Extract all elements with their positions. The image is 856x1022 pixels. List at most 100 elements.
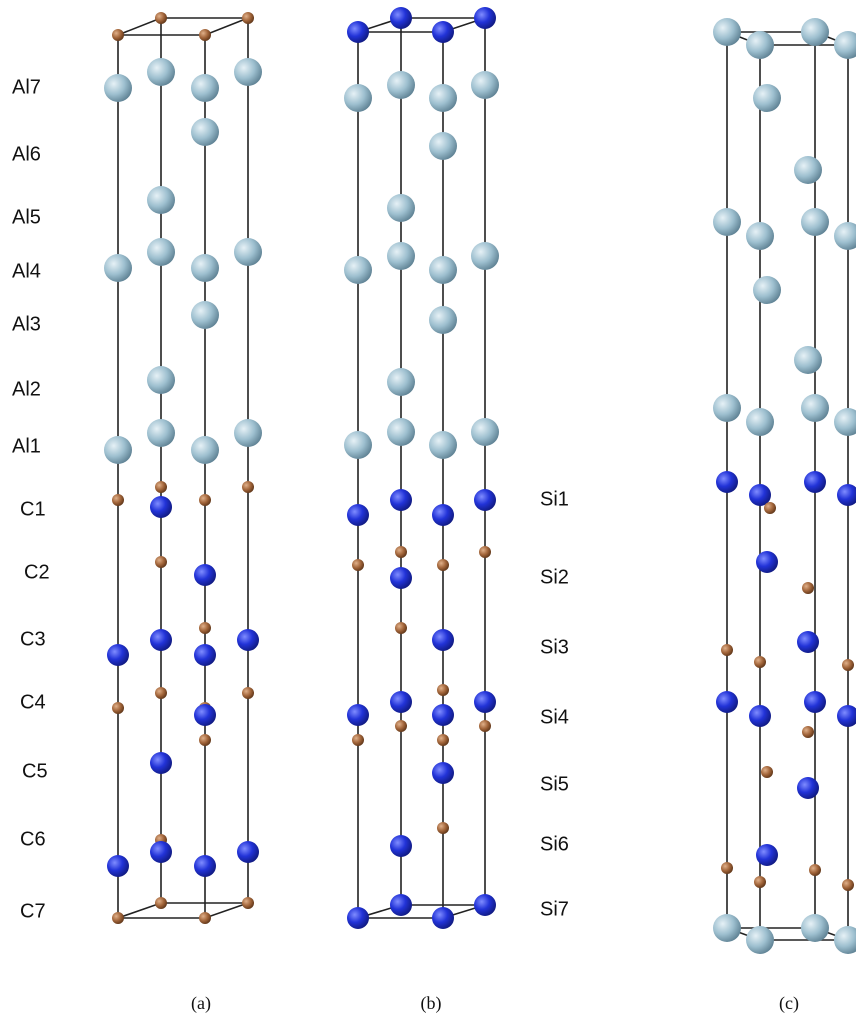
atom bbox=[147, 238, 175, 266]
atom bbox=[756, 551, 778, 573]
atom bbox=[437, 822, 449, 834]
page: {"panels": [ {"caption": "(a)", "labels"… bbox=[0, 0, 856, 1022]
atom bbox=[155, 12, 167, 24]
atom bbox=[479, 720, 491, 732]
atom bbox=[234, 58, 262, 86]
atom bbox=[746, 926, 774, 954]
atom bbox=[387, 194, 415, 222]
layer-label: Al1 bbox=[12, 435, 41, 457]
atom bbox=[474, 489, 496, 511]
atom bbox=[107, 855, 129, 877]
atom bbox=[242, 481, 254, 493]
atom bbox=[837, 705, 856, 727]
atom bbox=[234, 419, 262, 447]
atom bbox=[390, 835, 412, 857]
atom bbox=[429, 431, 457, 459]
layer-label: C3 bbox=[20, 628, 46, 650]
atom bbox=[474, 691, 496, 713]
figure: Al7Al6Al5Al4Al3Al2Al1C1C2C3C4C5C6C7Si1Si… bbox=[0, 0, 856, 1022]
atom bbox=[150, 752, 172, 774]
atom bbox=[194, 564, 216, 586]
atom bbox=[834, 926, 856, 954]
atom bbox=[756, 844, 778, 866]
atom bbox=[155, 687, 167, 699]
atom bbox=[429, 132, 457, 160]
panel-caption: (b) bbox=[421, 993, 442, 1014]
atom bbox=[802, 582, 814, 594]
layer-label: Si6 bbox=[540, 833, 569, 855]
atom bbox=[242, 897, 254, 909]
atom bbox=[194, 704, 216, 726]
atom bbox=[837, 484, 856, 506]
layer-label: C4 bbox=[20, 691, 46, 713]
atom bbox=[147, 186, 175, 214]
panel-caption: (a) bbox=[191, 993, 211, 1014]
atom bbox=[191, 301, 219, 329]
cell-edge bbox=[358, 905, 485, 918]
atom bbox=[474, 894, 496, 916]
atom bbox=[471, 242, 499, 270]
atom bbox=[147, 366, 175, 394]
atom bbox=[242, 687, 254, 699]
atom bbox=[794, 346, 822, 374]
atom bbox=[437, 734, 449, 746]
atom bbox=[797, 631, 819, 653]
layer-label: C7 bbox=[20, 900, 46, 922]
atom bbox=[199, 29, 211, 41]
layer-label: C2 bbox=[24, 561, 50, 583]
atom bbox=[191, 74, 219, 102]
atom bbox=[150, 629, 172, 651]
atom bbox=[390, 691, 412, 713]
atom bbox=[194, 644, 216, 666]
layer-label: Si2 bbox=[540, 566, 569, 588]
atom bbox=[395, 546, 407, 558]
atom bbox=[429, 256, 457, 284]
atom bbox=[387, 418, 415, 446]
atom bbox=[842, 659, 854, 671]
atom bbox=[104, 436, 132, 464]
atom bbox=[352, 734, 364, 746]
atom bbox=[471, 418, 499, 446]
atom bbox=[199, 912, 211, 924]
layer-label: Al2 bbox=[12, 378, 41, 400]
atom bbox=[716, 471, 738, 493]
atom bbox=[352, 559, 364, 571]
atom bbox=[842, 879, 854, 891]
atom bbox=[754, 876, 766, 888]
atom bbox=[432, 629, 454, 651]
atom bbox=[802, 726, 814, 738]
atom bbox=[432, 907, 454, 929]
atom bbox=[155, 556, 167, 568]
atom bbox=[764, 502, 776, 514]
atom bbox=[347, 907, 369, 929]
atom bbox=[395, 720, 407, 732]
atom bbox=[194, 855, 216, 877]
atom bbox=[432, 21, 454, 43]
atom bbox=[234, 238, 262, 266]
atom bbox=[147, 58, 175, 86]
atom bbox=[237, 841, 259, 863]
atom bbox=[347, 704, 369, 726]
atom bbox=[429, 84, 457, 112]
cell-edge bbox=[118, 18, 248, 35]
atom bbox=[191, 254, 219, 282]
atom bbox=[801, 394, 829, 422]
atom bbox=[432, 762, 454, 784]
atom bbox=[834, 222, 856, 250]
layer-label: Si1 bbox=[540, 488, 569, 510]
atom bbox=[107, 644, 129, 666]
atom bbox=[155, 897, 167, 909]
atom bbox=[713, 18, 741, 46]
atom bbox=[191, 118, 219, 146]
atom bbox=[199, 494, 211, 506]
atom bbox=[809, 864, 821, 876]
atom bbox=[713, 208, 741, 236]
atom bbox=[804, 471, 826, 493]
atom bbox=[390, 567, 412, 589]
atom bbox=[242, 12, 254, 24]
cell-edge bbox=[118, 903, 248, 918]
atom bbox=[437, 684, 449, 696]
layer-label: Al3 bbox=[12, 313, 41, 335]
atom bbox=[390, 7, 412, 29]
atom bbox=[112, 702, 124, 714]
